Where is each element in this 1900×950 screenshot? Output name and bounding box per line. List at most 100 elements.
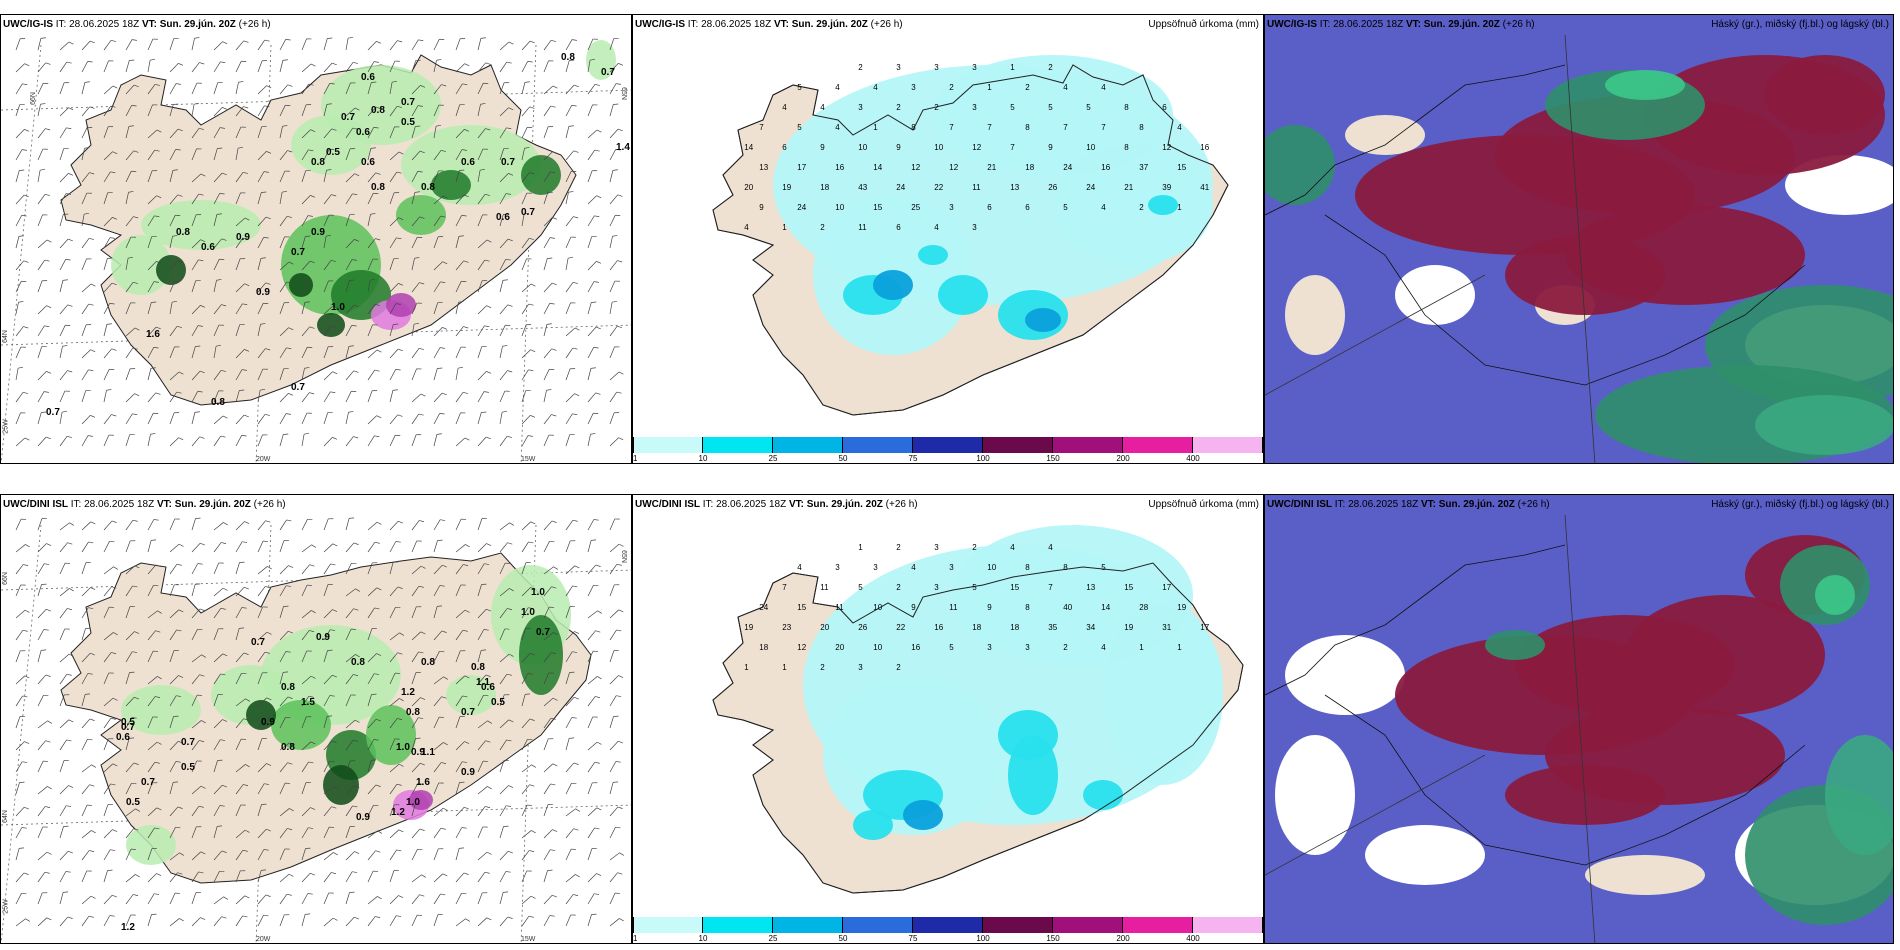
precip-value-label: 0.8 bbox=[421, 182, 435, 193]
precip-value-label: 0.6 bbox=[201, 242, 215, 253]
colorbar-tick-label: 75 bbox=[908, 454, 918, 463]
colorbar-tick-label: 50 bbox=[838, 454, 848, 463]
precip-value-label: 1.1 bbox=[421, 747, 435, 758]
precip-value-label: 12 bbox=[1162, 143, 1171, 152]
lat-label: 66N bbox=[1, 572, 9, 585]
precip-value-label: 2 bbox=[1048, 63, 1053, 72]
precip-colorbar: 1 10 25 50 75 100 150 200 400 bbox=[633, 917, 1263, 943]
colorbar-swatch bbox=[1123, 917, 1193, 933]
colorbar-tick-label: 400 bbox=[1186, 934, 1200, 943]
colorbar-tick-label: 150 bbox=[1046, 454, 1060, 463]
precip-value-label: 1.1 bbox=[476, 677, 490, 688]
precip-value-label: 6 bbox=[987, 203, 992, 212]
colorbar-swatch bbox=[633, 917, 703, 933]
colorbar-swatch bbox=[702, 437, 773, 453]
precip-value-label: 5 bbox=[949, 643, 954, 652]
precip-value-label: 3 bbox=[934, 63, 939, 72]
precip-value-label: 10 bbox=[835, 203, 844, 212]
wind-precip-map: 1.00.70.90.80.70.80.90.50.6 0.70.70.8 0.80… bbox=[1, 517, 631, 943]
colorbar-tick-label: 150 bbox=[1046, 934, 1060, 943]
precip-value-label: 20 bbox=[820, 623, 829, 632]
precip-value-label: 22 bbox=[934, 183, 943, 192]
precip-value-label: 2 bbox=[820, 663, 825, 672]
precip-value-label: 2 bbox=[972, 543, 977, 552]
precip-value-label: 12 bbox=[949, 163, 958, 172]
precip-value-label: 6 bbox=[1025, 203, 1030, 212]
precip-value-label: 0.8 bbox=[351, 657, 365, 668]
precip-colorbar: 1 10 25 50 75 100 150 200 400 bbox=[633, 437, 1263, 463]
precip-value-label: 0.8 bbox=[281, 682, 295, 693]
precip-value-label: 1.2 bbox=[401, 687, 415, 698]
precip-value-label: 5 bbox=[1101, 563, 1106, 572]
precip-value-label: 5 bbox=[797, 123, 802, 132]
precip-value-label: 0.9 bbox=[316, 632, 330, 643]
precip-value-label: 2 bbox=[896, 543, 901, 552]
precip-value-label: 11 bbox=[949, 603, 958, 612]
colorbar-tick-label: 100 bbox=[976, 454, 990, 463]
precip-value-label: 6 bbox=[1162, 103, 1167, 112]
precip-value-label: 7 bbox=[949, 123, 954, 132]
precip-value-label: 16 bbox=[835, 163, 844, 172]
precip-value-label: 20 bbox=[744, 183, 753, 192]
colorbar-swatch bbox=[633, 437, 703, 453]
lon-label: 20W bbox=[256, 936, 271, 943]
precip-value-label: 21 bbox=[1124, 183, 1133, 192]
precip-value-label: 0.8 bbox=[471, 662, 485, 673]
precip-value-label: 1.6 bbox=[416, 777, 430, 788]
precip-value-label: 1 bbox=[744, 663, 749, 672]
precip-value-label: 1.0 bbox=[331, 302, 345, 313]
colorbar-tick-label: 400 bbox=[1186, 454, 1200, 463]
panel-header: UWC/IG-IS IT: 28.06.2025 18Z VT: Sun. 29… bbox=[3, 19, 271, 30]
precip-value-label: 3 bbox=[858, 663, 863, 672]
precip-value-label: 7 bbox=[759, 123, 764, 132]
precip-value-label: 18 bbox=[820, 183, 829, 192]
precip-value-label: 0.8 bbox=[211, 397, 225, 408]
precip-value-label: 9 bbox=[759, 203, 764, 212]
precip-value-label: 10 bbox=[1086, 143, 1095, 152]
precip-value-label: 5 bbox=[1010, 103, 1015, 112]
colorbar-swatch bbox=[772, 917, 843, 933]
precip-value-label: 3 bbox=[972, 103, 977, 112]
precip-value-label: 4 bbox=[873, 83, 878, 92]
precip-value-label: 9 bbox=[820, 143, 825, 152]
precip-value-label: 19 bbox=[1124, 623, 1133, 632]
panel-header: UWC/DINI ISL IT: 28.06.2025 18Z VT: Sun.… bbox=[635, 499, 1259, 510]
colorbar-swatch bbox=[1192, 917, 1263, 933]
precip-value-label: 37 bbox=[1139, 163, 1148, 172]
precip-value-label: 39 bbox=[1162, 183, 1171, 192]
panel-header: UWC/IG-IS IT: 28.06.2025 18Z VT: Sun. 29… bbox=[1267, 19, 1889, 30]
precip-value-label: 10 bbox=[873, 643, 882, 652]
precip-value-label: 0.7 bbox=[401, 97, 415, 108]
precip-value-label: 10 bbox=[987, 563, 996, 572]
precip-value-label: 2 bbox=[858, 63, 863, 72]
precip-value-label: 0.9 bbox=[256, 287, 270, 298]
precip-value-label: 8 bbox=[1025, 603, 1030, 612]
precip-value-label: 15 bbox=[1124, 583, 1133, 592]
colorbar-swatch bbox=[983, 437, 1053, 453]
precip-value-label: 40 bbox=[1063, 603, 1072, 612]
precip-value-label: 3 bbox=[1025, 643, 1030, 652]
lat-label: 64N bbox=[1, 810, 9, 823]
precip-value-label: 2 bbox=[896, 103, 901, 112]
map-panel-bottom-middle: UWC/DINI ISL IT: 28.06.2025 18Z VT: Sun.… bbox=[632, 494, 1264, 944]
precip-value-label: 0.7 bbox=[341, 112, 355, 123]
precip-value-label: 1.2 bbox=[121, 922, 135, 933]
precip-value-label: 0.6 bbox=[361, 157, 375, 168]
precip-value-label: 4 bbox=[1063, 83, 1068, 92]
precip-value-label: 8 bbox=[1124, 143, 1129, 152]
precip-value-label: 24 bbox=[1063, 163, 1072, 172]
precip-value-label: 4 bbox=[782, 103, 787, 112]
precip-value-label: 7 bbox=[782, 583, 787, 592]
precip-value-label: 1.5 bbox=[301, 697, 315, 708]
precip-value-label: 1.6 bbox=[146, 329, 160, 340]
precip-value-label: 1.2 bbox=[391, 807, 405, 818]
precip-value-label: 2 bbox=[896, 663, 901, 672]
precip-value-label: 0.9 bbox=[461, 767, 475, 778]
precip-value-label: 7 bbox=[1010, 143, 1015, 152]
precip-value-label: 0.5 bbox=[181, 762, 195, 773]
panel-header: UWC/IG-IS IT: 28.06.2025 18Z VT: Sun. 29… bbox=[635, 19, 1259, 30]
precip-value-label: 19 bbox=[1177, 603, 1186, 612]
precip-value-label: 8 bbox=[911, 123, 916, 132]
precip-value-label: 0.8 bbox=[406, 707, 420, 718]
